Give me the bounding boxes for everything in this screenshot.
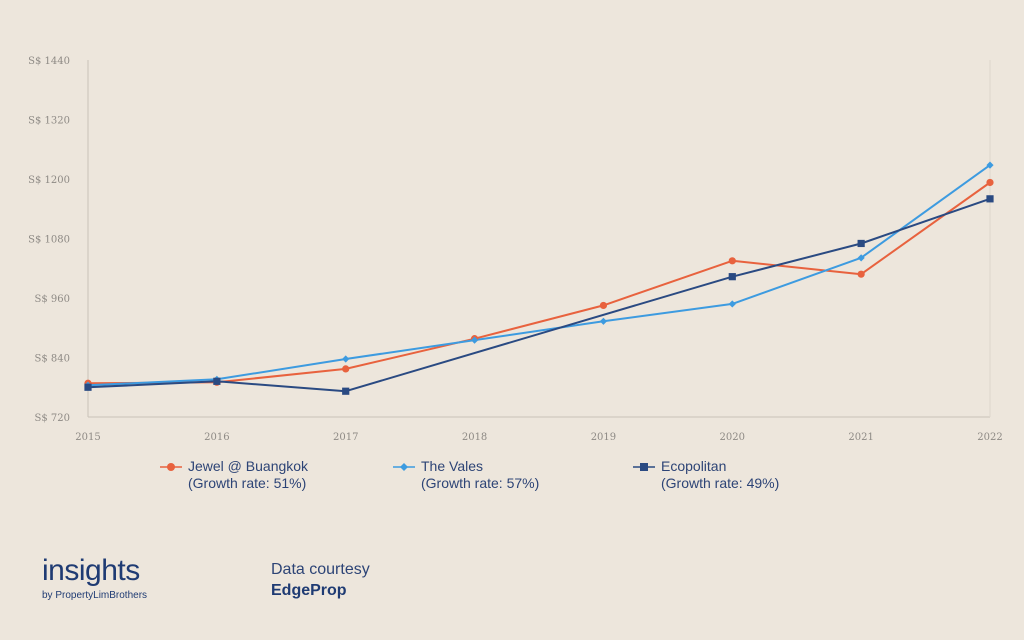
data-point-the-vales bbox=[857, 254, 865, 262]
legend-note-vales: (Growth rate: 57%) bbox=[421, 475, 540, 491]
data-point-ecopolitan bbox=[84, 383, 92, 391]
y-tick-label: S$ 1080 bbox=[28, 235, 70, 246]
data-point-the-vales bbox=[470, 336, 479, 344]
legend-label-vales: The Vales bbox=[421, 458, 483, 474]
x-tick-label: 2022 bbox=[977, 432, 1002, 443]
brand-logo: insights by PropertyLimBrothers bbox=[42, 554, 148, 602]
legend-swatch-ecopolitan bbox=[633, 463, 655, 471]
data-point-jewel-buangkok bbox=[599, 301, 608, 310]
y-tick-label: S$ 1440 bbox=[28, 56, 70, 67]
data-point-the-vales bbox=[728, 300, 736, 308]
y-tick-label: S$ 720 bbox=[35, 413, 70, 424]
x-axis-ticks: 2015 2016 2017 2018 2019 2020 2021 2022 bbox=[75, 432, 1002, 443]
data-point-jewel-buangkok bbox=[857, 270, 865, 278]
legend: Jewel @ Buangkok (Growth rate: 51%) The … bbox=[0, 458, 1024, 498]
x-tick-label: 2017 bbox=[333, 432, 358, 443]
series-line-ecopolitan bbox=[87, 197, 991, 393]
series-line-jewel-buangkok bbox=[87, 181, 991, 385]
series-markers bbox=[84, 161, 994, 395]
brand-name: insights bbox=[42, 554, 140, 587]
data-point-ecopolitan bbox=[857, 239, 865, 248]
brand-subtitle: by PropertyLimBrothers bbox=[42, 590, 148, 601]
legend-label-ecopolitan: Ecopolitan bbox=[661, 458, 727, 474]
y-axis-ticks: S$ 720 S$ 840 S$ 960 S$ 1080 S$ 1200 S$ 1320 S… bbox=[28, 56, 70, 424]
data-courtesy: Data courtesy EdgeProp bbox=[271, 560, 370, 602]
x-tick-label: 2021 bbox=[848, 432, 873, 443]
legend-swatch-vales bbox=[393, 463, 415, 471]
legend-item-ecopolitan: Ecopolitan (Growth rate: 49%) bbox=[633, 458, 779, 492]
series-lines bbox=[87, 164, 991, 393]
data-point-ecopolitan bbox=[728, 273, 736, 281]
series-line-the-vales bbox=[87, 164, 991, 387]
x-tick-label: 2015 bbox=[75, 432, 100, 443]
y-tick-label: S$ 960 bbox=[35, 294, 70, 305]
x-tick-label: 2016 bbox=[204, 432, 229, 443]
courtesy-source: EdgeProp bbox=[271, 582, 347, 599]
data-point-ecopolitan bbox=[342, 387, 350, 395]
legend-note-ecopolitan: (Growth rate: 49%) bbox=[661, 475, 780, 491]
y-tick-label: S$ 1320 bbox=[28, 116, 70, 127]
x-tick-label: 2019 bbox=[591, 432, 616, 443]
legend-note-jewel: (Growth rate: 51%) bbox=[188, 475, 307, 491]
legend-swatch-jewel bbox=[160, 463, 182, 471]
legend-item-vales: The Vales (Growth rate: 57%) bbox=[393, 458, 539, 492]
x-tick-label: 2018 bbox=[462, 432, 487, 443]
courtesy-label: Data courtesy bbox=[271, 561, 370, 578]
y-tick-label: S$ 840 bbox=[35, 354, 70, 365]
data-point-ecopolitan bbox=[986, 195, 994, 203]
x-tick-label: 2020 bbox=[720, 432, 745, 443]
legend-item-jewel: Jewel @ Buangkok (Growth rate: 51%) bbox=[160, 458, 308, 492]
chart-axes bbox=[87, 60, 991, 418]
data-point-the-vales bbox=[986, 161, 994, 169]
data-point-jewel-buangkok bbox=[986, 178, 994, 187]
data-point-the-vales bbox=[342, 355, 350, 363]
data-point-jewel-buangkok bbox=[342, 365, 350, 373]
data-point-the-vales bbox=[599, 317, 608, 325]
legend-label-jewel: Jewel @ Buangkok bbox=[188, 458, 309, 474]
data-point-ecopolitan bbox=[213, 377, 221, 385]
data-point-jewel-buangkok bbox=[728, 257, 736, 265]
y-tick-label: S$ 1200 bbox=[28, 175, 70, 186]
